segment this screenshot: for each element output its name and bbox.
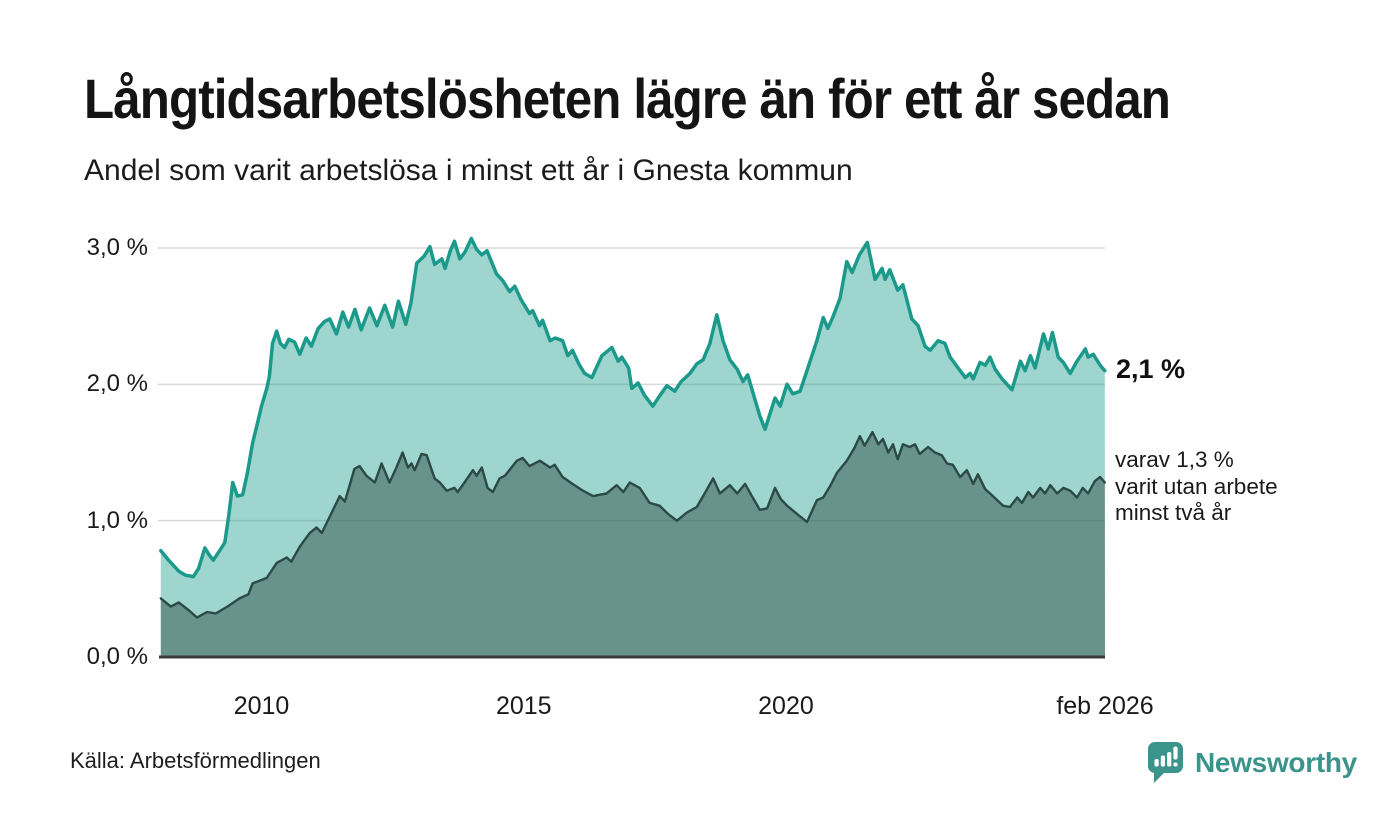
x-axis-tick-label: 2015	[495, 692, 552, 720]
secondary-value-line: minst två år	[1115, 500, 1232, 525]
y-axis-tick-label: 3,0 %	[86, 234, 148, 261]
y-axis-tick-label: 2,0 %	[86, 370, 148, 398]
total-line	[159, 236, 1107, 579]
source-credit: Källa: Arbetsförmedlingen	[70, 748, 321, 773]
y-axis-tick-label: 1,0 %	[86, 506, 148, 534]
newsworthy-bubble-chart-icon	[1148, 742, 1183, 783]
secondary-value-label: varav 1,3 % varit utan arbete minst två …	[1115, 447, 1278, 527]
secondary-value-line: varit utan arbete	[1115, 473, 1278, 499]
y-axis-tick-label: 0,0 %	[86, 643, 148, 670]
newsworthy-logo-text: Newsworthy	[1195, 747, 1357, 778]
page-title: Långtidsarbetslösheten lägre än för ett …	[84, 66, 1318, 131]
page-subtitle: Andel som varit arbetslösa i minst ett å…	[84, 154, 853, 187]
page-title-text: Långtidsarbetslösheten lägre än för ett …	[84, 67, 1171, 130]
x-axis-tick-label: 2020	[758, 692, 814, 720]
secondary-value-line: varav 1,3 %	[1115, 447, 1234, 472]
two-year-line	[159, 430, 1106, 619]
two-year-area	[160, 432, 1106, 657]
newsworthy-logo: Newsworthy	[1146, 740, 1357, 786]
x-axis-tick-label: feb 2026	[1056, 692, 1154, 720]
total-area	[160, 238, 1106, 657]
x-axis-tick-label: 2010	[233, 692, 290, 720]
latest-value-label: 2,1 %	[1116, 353, 1186, 384]
